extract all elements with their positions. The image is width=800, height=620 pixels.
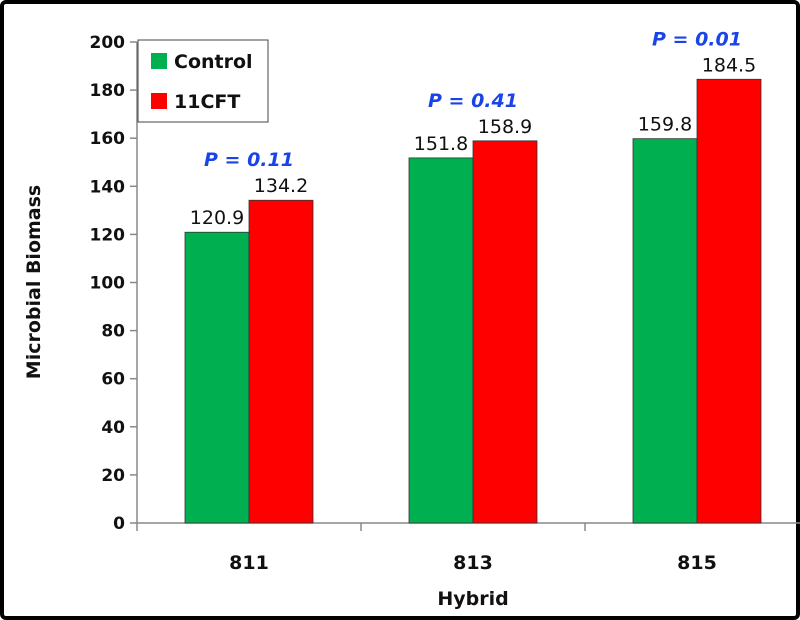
x-category-label: 815 bbox=[677, 552, 717, 574]
data-label-11cft-813: 158.9 bbox=[478, 116, 532, 138]
p-value-label-813: P = 0.41 bbox=[428, 90, 518, 112]
legend-label-control: Control bbox=[174, 51, 253, 73]
data-label-control-815: 159.8 bbox=[638, 114, 692, 136]
data-label-11cft-811: 134.2 bbox=[254, 175, 308, 197]
p-value-annotations: P = 0.11 P = 0.41 P = 0.01 bbox=[204, 28, 742, 171]
bar-11cft-815 bbox=[696, 78, 762, 524]
p-value-label-815: P = 0.01 bbox=[652, 28, 742, 50]
y-tick-label: 180 bbox=[90, 81, 126, 101]
y-tick-label: 100 bbox=[90, 274, 126, 294]
y-tick-label: 0 bbox=[113, 514, 125, 534]
p-value-label-811: P = 0.11 bbox=[204, 149, 294, 171]
y-tick-label: 40 bbox=[101, 418, 125, 438]
data-label-11cft-815: 184.5 bbox=[702, 54, 756, 76]
legend-label-11cft: 11CFT bbox=[174, 91, 240, 113]
bar-control-813 bbox=[408, 157, 474, 524]
y-tick-label: 80 bbox=[101, 322, 125, 342]
legend: Control 11CFT bbox=[137, 39, 269, 123]
y-axis: 0 20 40 60 80 100 120 140 160 180 200 bbox=[90, 33, 138, 534]
data-label-control-813: 151.8 bbox=[414, 133, 468, 155]
x-category-label: 811 bbox=[229, 552, 269, 574]
bar-control-811 bbox=[184, 231, 250, 524]
legend-swatch-control bbox=[151, 53, 167, 69]
y-tick-label: 60 bbox=[101, 370, 125, 390]
x-axis: 811 813 815 bbox=[136, 522, 800, 574]
y-tick-label: 120 bbox=[90, 225, 126, 245]
data-label-control-811: 120.9 bbox=[190, 207, 244, 229]
x-axis-title: Hybrid bbox=[437, 588, 508, 610]
data-labels-group: 120.9 134.2 151.8 158.9 159.8 184.5 bbox=[190, 54, 756, 229]
bar-11cft-813 bbox=[472, 140, 538, 524]
legend-swatch-11cft bbox=[151, 93, 167, 109]
bar-11cft-811 bbox=[248, 199, 314, 524]
y-tick-label: 200 bbox=[90, 33, 126, 53]
x-category-label: 813 bbox=[453, 552, 493, 574]
y-tick-label: 160 bbox=[90, 129, 126, 149]
bar-control-815 bbox=[632, 138, 698, 524]
y-tick-label: 140 bbox=[90, 177, 126, 197]
y-axis-title: Microbial Biomass bbox=[23, 185, 45, 379]
bars-group bbox=[184, 78, 762, 524]
y-tick-label: 20 bbox=[101, 466, 125, 486]
